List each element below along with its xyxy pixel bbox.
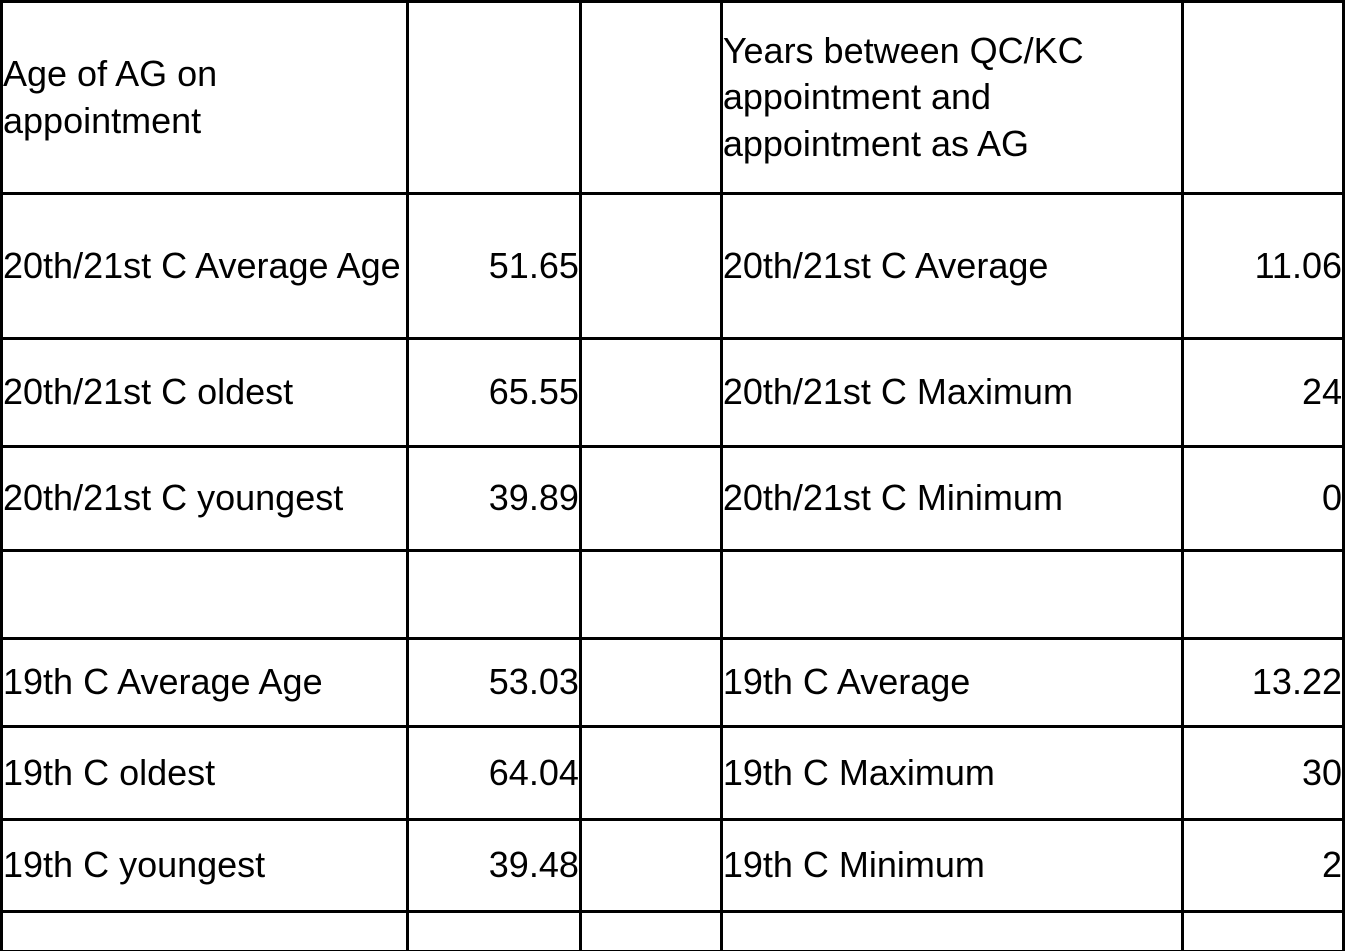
right-section-header: Years between QC/KC appointment and appo… (719, 0, 1184, 195)
row-value-left: 53.03 (405, 637, 582, 728)
blank-row (0, 549, 1345, 640)
row-value-left: 65.55 (405, 337, 582, 448)
spacer-cell (578, 725, 723, 821)
spacer-cell (578, 637, 723, 728)
row-label-left: 19th C oldest (0, 725, 409, 821)
table-row: 19th C Average Age 53.03 19th C Average … (0, 637, 1345, 728)
row-label-right: 20th/21st C Average (719, 192, 1184, 340)
row-value-left: 39.89 (405, 445, 582, 552)
empty-cell (719, 910, 1184, 951)
row-value-left (405, 549, 582, 640)
spacer-cell (578, 818, 723, 913)
spacer-cell (578, 910, 723, 951)
table-row: 19th C youngest 39.48 19th C Minimum 2 (0, 818, 1345, 913)
row-label-right: 19th C Minimum (719, 818, 1184, 913)
spacer-cell (578, 192, 723, 340)
table-row: 20th/21st C oldest 65.55 20th/21st C Max… (0, 337, 1345, 448)
row-label-left (0, 549, 409, 640)
row-value-right: 11.06 (1180, 192, 1345, 340)
row-value-right: 13.22 (1180, 637, 1345, 728)
row-value-right: 30 (1180, 725, 1345, 821)
partial-row (0, 910, 1345, 951)
empty-cell (405, 0, 582, 195)
empty-cell (1180, 910, 1345, 951)
empty-cell (1180, 0, 1345, 195)
spacer-cell (578, 0, 723, 195)
row-label-left: 20th/21st C youngest (0, 445, 409, 552)
spacer-cell (578, 445, 723, 552)
row-label-left: 20th/21st C oldest (0, 337, 409, 448)
table-row: 20th/21st C Average Age 51.65 20th/21st … (0, 192, 1345, 340)
row-label-right: 20th/21st C Minimum (719, 445, 1184, 552)
left-section-header: Age of AG on appointment (0, 0, 409, 195)
table-row: 19th C oldest 64.04 19th C Maximum 30 (0, 725, 1345, 821)
row-label-right: 19th C Maximum (719, 725, 1184, 821)
row-label-left: 19th C Average Age (0, 637, 409, 728)
row-value-left: 51.65 (405, 192, 582, 340)
spacer-cell (578, 549, 723, 640)
row-value-right: 24 (1180, 337, 1345, 448)
row-value-right: 2 (1180, 818, 1345, 913)
header-row: Age of AG on appointment Years between Q… (0, 0, 1345, 195)
empty-cell (405, 910, 582, 951)
row-label-left: 19th C youngest (0, 818, 409, 913)
row-label-right: 20th/21st C Maximum (719, 337, 1184, 448)
row-value-right (1180, 549, 1345, 640)
row-value-left: 64.04 (405, 725, 582, 821)
row-value-left: 39.48 (405, 818, 582, 913)
row-label-left: 20th/21st C Average Age (0, 192, 409, 340)
row-label-right (719, 549, 1184, 640)
row-label-right: 19th C Average (719, 637, 1184, 728)
row-value-right: 0 (1180, 445, 1345, 552)
empty-cell (0, 910, 409, 951)
table-row: 20th/21st C youngest 39.89 20th/21st C M… (0, 445, 1345, 552)
spacer-cell (578, 337, 723, 448)
